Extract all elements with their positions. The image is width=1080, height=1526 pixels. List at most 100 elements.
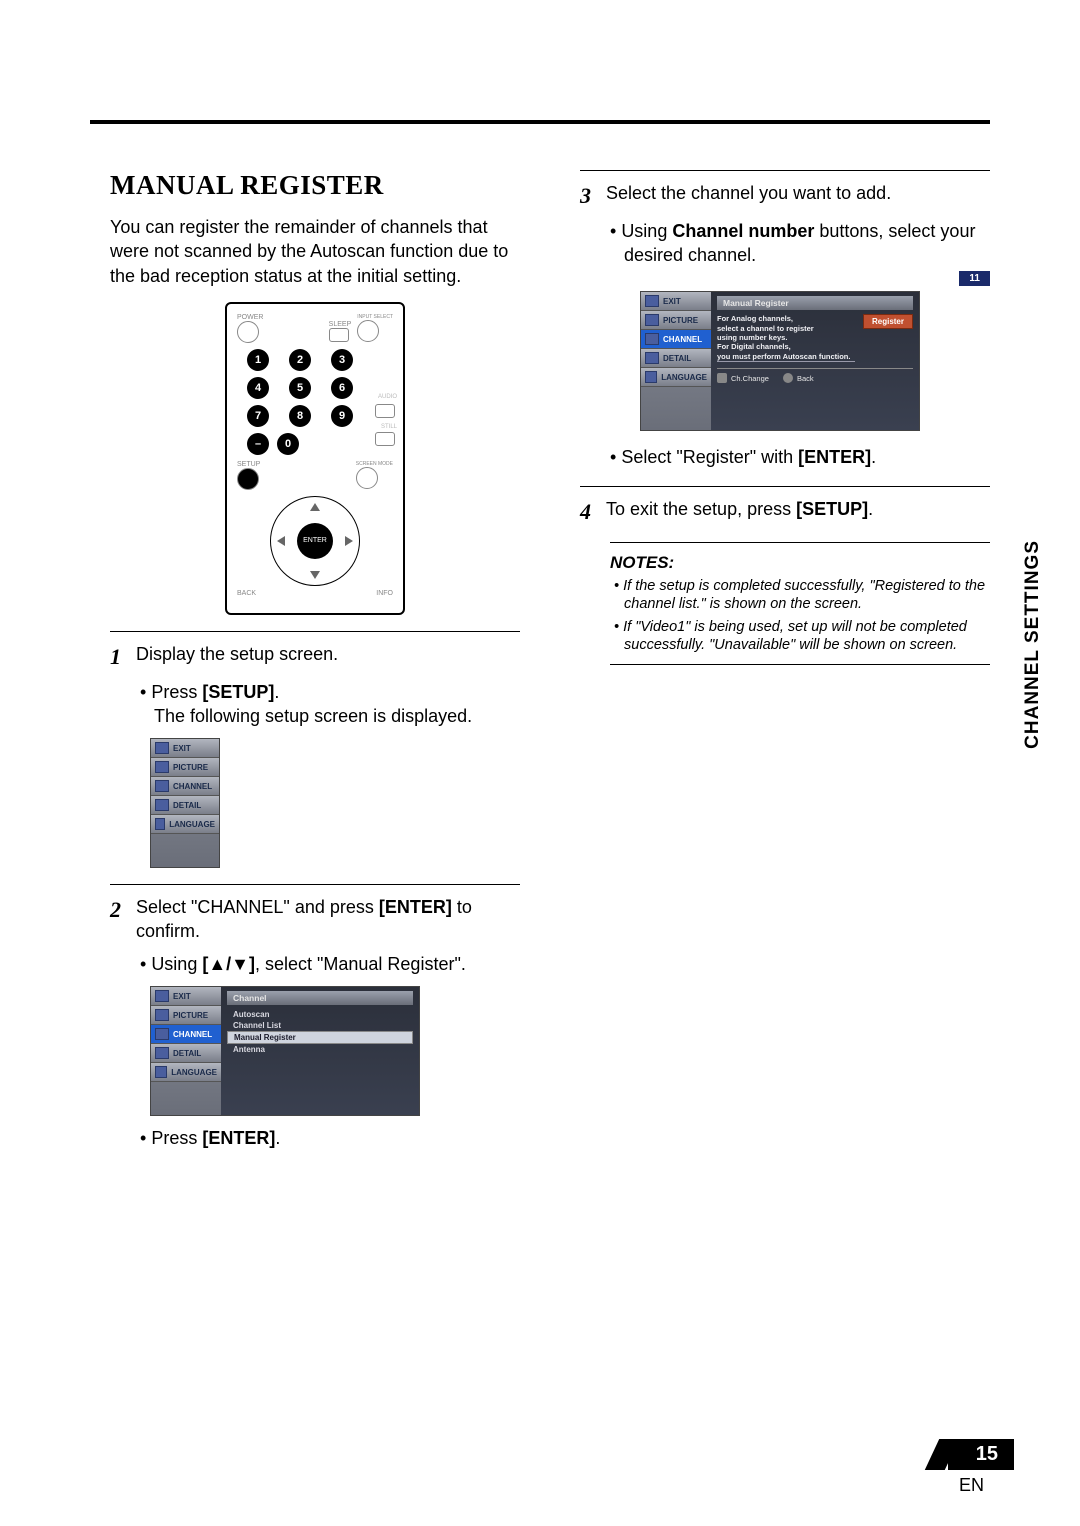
- tv3-instr-3: using number keys.: [717, 333, 855, 342]
- step-2-text: Select "CHANNEL" and press [ENTER] to co…: [136, 895, 520, 944]
- remote-key-2: 2: [289, 349, 311, 371]
- remote-input-select-button: [357, 320, 379, 342]
- notes-heading: NOTES:: [610, 553, 990, 573]
- numpad-icon: [717, 373, 727, 383]
- detail-icon: [155, 1047, 169, 1059]
- step-2-bullet-2: Press [ENTER].: [140, 1126, 520, 1150]
- remote-key-0: 0: [277, 433, 299, 455]
- tv3-instr-2: select a channel to register: [717, 324, 855, 333]
- remote-still-label: STILL: [381, 424, 397, 430]
- step-3: 3 Select the channel you want to add.: [580, 181, 990, 211]
- remote-setup-button: [237, 468, 259, 490]
- tv3-instr-5: you must perform Autoscan function.: [717, 352, 855, 361]
- side-tab-label: CHANNEL SETTINGS: [1022, 540, 1044, 749]
- dpad-up-icon: [310, 503, 320, 511]
- language-icon: [155, 1066, 167, 1078]
- remote-setup-label: SETUP: [237, 461, 260, 468]
- tv-screenshot-1: EXIT PICTURE CHANNEL DETAIL LANGUAGE: [150, 738, 220, 868]
- note-1: If the setup is completed successfully, …: [614, 577, 990, 613]
- divider: [110, 884, 520, 885]
- tv1-picture: PICTURE: [151, 758, 219, 777]
- right-column: 3 Select the channel you want to add. Us…: [580, 170, 990, 1156]
- tv3-detail: DETAIL: [641, 349, 711, 368]
- step-2-number: 2: [110, 895, 136, 944]
- remote-info-label: INFO: [376, 590, 393, 597]
- remote-key-1: 1: [247, 349, 269, 371]
- page-language: EN: [959, 1475, 984, 1496]
- remote-still-button: [375, 432, 395, 446]
- divider: [110, 631, 520, 632]
- tv3-channel-number: 11: [959, 271, 990, 286]
- picture-icon: [155, 1009, 169, 1021]
- tv3-language: LANGUAGE: [641, 368, 711, 387]
- intro-paragraph: You can register the remainder of channe…: [110, 215, 520, 288]
- remote-audio-label: AUDIO: [378, 394, 397, 400]
- section-title: MANUAL REGISTER: [110, 170, 520, 201]
- back-icon: [783, 373, 793, 383]
- tv1-detail: DETAIL: [151, 796, 219, 815]
- tv2-item-antenna: Antenna: [227, 1044, 413, 1055]
- step-3-bullet-1: Using Channel number buttons, select you…: [610, 219, 990, 268]
- left-column: MANUAL REGISTER You can register the rem…: [110, 170, 520, 1156]
- remote-key-8: 8: [289, 405, 311, 427]
- step-2: 2 Select "CHANNEL" and press [ENTER] to …: [110, 895, 520, 944]
- tv3-channel: CHANNEL: [641, 330, 711, 349]
- detail-icon: [645, 352, 659, 364]
- channel-icon: [155, 1028, 169, 1040]
- divider: [580, 170, 990, 171]
- tv2-detail: DETAIL: [151, 1044, 221, 1063]
- channel-icon: [645, 333, 659, 345]
- remote-dpad: ENTER: [270, 496, 360, 586]
- tv3-picture: PICTURE: [641, 311, 711, 330]
- dpad-down-icon: [310, 571, 320, 579]
- tv2-item-manual-register: Manual Register: [227, 1031, 413, 1044]
- step-1: 1 Display the setup screen.: [110, 642, 520, 672]
- step-4: 4 To exit the setup, press [SETUP].: [580, 497, 990, 527]
- page-number: 15: [948, 1439, 1014, 1470]
- remote-key-7: 7: [247, 405, 269, 427]
- exit-icon: [155, 742, 169, 754]
- tv2-item-channel-list: Channel List: [227, 1020, 413, 1031]
- tv3-title: Manual Register: [717, 296, 913, 310]
- tv2-title: Channel: [227, 991, 413, 1005]
- step-1-bullet-1: Press [SETUP].The following setup screen…: [140, 680, 520, 729]
- step-2-bullet-1: Using [▲/▼], select "Manual Register".: [140, 952, 520, 976]
- remote-key-9: 9: [331, 405, 353, 427]
- remote-key-4: 4: [247, 377, 269, 399]
- tv2-item-autoscan: Autoscan: [227, 1009, 413, 1020]
- step-4-number: 4: [580, 497, 606, 527]
- tv-screenshot-2: EXIT PICTURE CHANNEL DETAIL LANGUAGE Cha…: [150, 986, 420, 1116]
- step-1-text: Display the setup screen.: [136, 642, 520, 672]
- remote-back-label: BACK: [237, 590, 256, 597]
- remote-screen-mode-button: [356, 467, 378, 489]
- remote-input-select-label: INPUT SELECT: [357, 314, 393, 320]
- tv3-instr-1: For Analog channels,: [717, 314, 855, 323]
- remote-power-label: POWER: [237, 314, 263, 321]
- remote-illustration: POWER SLEEP INPUT SELECT 1 2 3 4 5 6 7: [110, 302, 520, 615]
- remote-power-button: [237, 321, 259, 343]
- language-icon: [645, 371, 657, 383]
- remote-key-5: 5: [289, 377, 311, 399]
- remote-sleep-label: SLEEP: [329, 321, 352, 328]
- tv1-language: LANGUAGE: [151, 815, 219, 834]
- dpad-left-icon: [277, 536, 285, 546]
- tv2-channel: CHANNEL: [151, 1025, 221, 1044]
- step-3-bullet-2: Select "Register" with [ENTER].: [610, 445, 990, 469]
- step-3-text: Select the channel you want to add.: [606, 181, 990, 211]
- channel-icon: [155, 780, 169, 792]
- tv3-exit: EXIT: [641, 292, 711, 311]
- remote-key-6: 6: [331, 377, 353, 399]
- detail-icon: [155, 799, 169, 811]
- tv-screenshot-3: EXIT PICTURE CHANNEL DETAIL LANGUAGE Man…: [640, 291, 920, 431]
- tv3-register-button: Register: [863, 314, 913, 329]
- tv1-exit: EXIT: [151, 739, 219, 758]
- remote-audio-button: [375, 404, 395, 418]
- remote-sleep-button: [329, 328, 349, 342]
- remote-key-3: 3: [331, 349, 353, 371]
- divider: [610, 664, 990, 665]
- note-2: If "Video1" is being used, set up will n…: [614, 618, 990, 654]
- divider: [610, 542, 990, 543]
- remote-numpad: 1 2 3 4 5 6 7 8 9: [247, 349, 365, 427]
- divider: [580, 486, 990, 487]
- tv3-foot-chchange: Ch.Change: [731, 374, 769, 383]
